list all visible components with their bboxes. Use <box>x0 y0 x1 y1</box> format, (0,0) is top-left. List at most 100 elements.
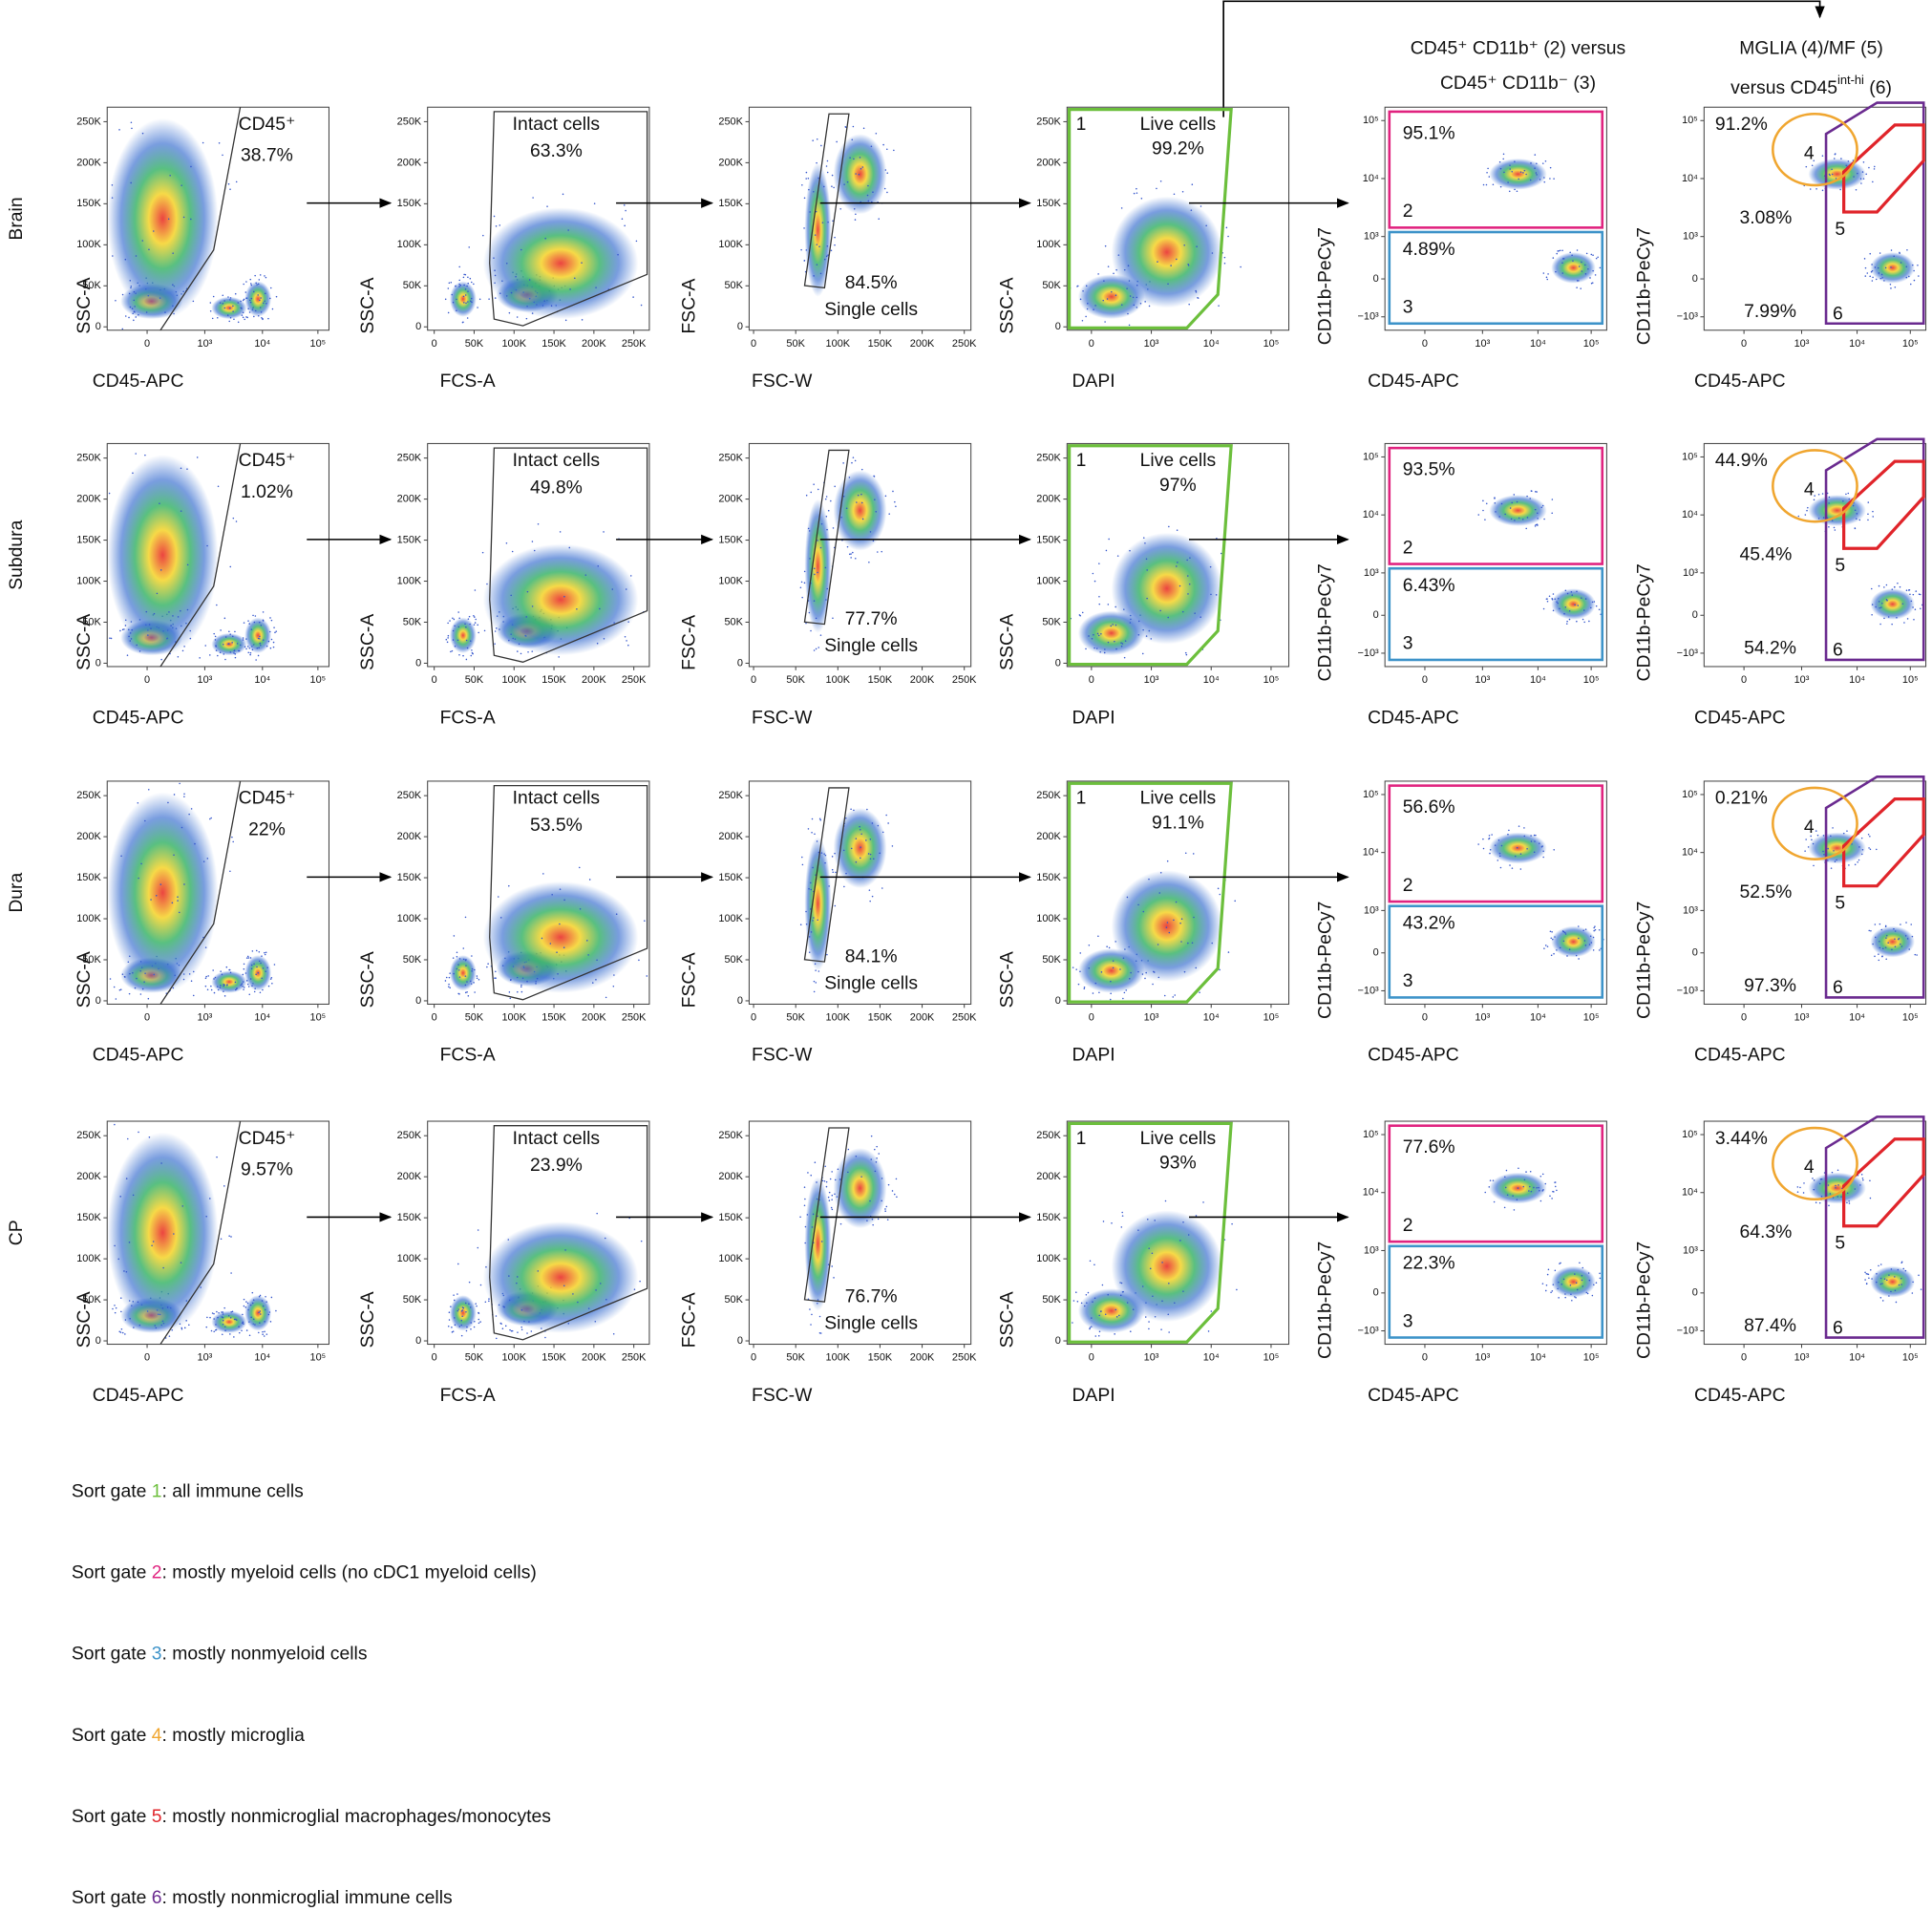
event-dot <box>886 1219 889 1221</box>
y-tick-label: 10⁵ <box>1363 115 1379 126</box>
event-dot <box>1137 620 1140 623</box>
event-dot <box>235 1319 238 1321</box>
legend-prefix: Sort gate <box>72 1644 147 1665</box>
event-dot <box>471 970 473 972</box>
event-dot <box>816 1181 817 1183</box>
event-dot <box>262 988 264 991</box>
gate-percent: 49.8% <box>530 477 583 498</box>
event-dot <box>478 1318 480 1321</box>
event-dot <box>237 321 240 324</box>
x-tick-label: 0 <box>432 1352 437 1364</box>
x-axis-label: DAPI <box>1072 371 1115 392</box>
event-dot <box>1828 173 1831 176</box>
event-dot <box>1911 1292 1914 1294</box>
event-dot <box>121 628 124 631</box>
event-dot <box>1872 943 1874 945</box>
y-tick-label: 10⁴ <box>1682 173 1698 184</box>
event-dot <box>499 224 501 226</box>
event-dot <box>596 959 598 962</box>
event-dot <box>1158 892 1161 894</box>
row-label: Subdura <box>6 520 27 589</box>
y-tick-label: 250K <box>397 1130 422 1141</box>
event-dot <box>1900 924 1901 925</box>
event-dot <box>222 303 224 305</box>
event-dot <box>247 651 250 654</box>
event-dot <box>827 1196 830 1199</box>
x-tick-label: 100K <box>501 1012 526 1024</box>
event-dot <box>881 887 883 889</box>
y-tick-label: 50K <box>82 954 101 966</box>
event-dot <box>1495 511 1497 513</box>
event-dot <box>1860 182 1862 184</box>
y-axis-label: SSC-A <box>357 1291 378 1348</box>
event-dot <box>220 970 222 972</box>
density-cloud <box>1111 532 1222 645</box>
event-dot <box>866 1220 868 1221</box>
event-dot <box>1598 928 1601 931</box>
event-dot <box>251 985 253 987</box>
event-dot <box>827 221 829 223</box>
event-dot <box>209 302 212 304</box>
event-dot <box>804 1198 806 1200</box>
x-tick-label: 150K <box>541 674 566 686</box>
y-axis-label: FSC-A <box>679 615 700 670</box>
event-dot <box>834 1178 837 1181</box>
event-dot <box>1828 525 1830 528</box>
event-dot <box>1582 609 1585 611</box>
event-dot <box>1827 847 1830 850</box>
event-dot <box>190 218 192 221</box>
y-axis-label: SSC-A <box>74 614 95 670</box>
plot-frame <box>1703 442 1927 668</box>
legend-number: 2 <box>152 1562 162 1583</box>
y-tick-label: 150K <box>718 872 743 883</box>
event-dot <box>1867 519 1869 521</box>
event-dot <box>1852 159 1855 161</box>
event-dot <box>1848 1202 1851 1204</box>
event-dot <box>205 1215 207 1218</box>
event-dot <box>1536 491 1538 493</box>
event-dot <box>243 1323 244 1325</box>
event-dot <box>855 860 858 863</box>
event-dot <box>871 1218 874 1221</box>
plot-frame <box>1384 1120 1607 1346</box>
y-tick-label: 50K <box>724 954 743 966</box>
density-cloud <box>804 499 832 633</box>
event-dot <box>229 316 232 319</box>
event-dot <box>478 978 480 981</box>
gate-5 <box>1842 797 1925 888</box>
event-dot <box>1815 830 1817 832</box>
event-dot <box>1174 1302 1176 1304</box>
event-dot <box>206 988 209 991</box>
event-dot <box>180 510 182 512</box>
event-dot <box>808 530 811 532</box>
event-dot <box>248 1334 251 1337</box>
event-dot <box>245 980 248 982</box>
gate-percent: 9.57% <box>241 1159 293 1180</box>
event-dot <box>803 582 806 584</box>
plot-frame <box>427 106 650 331</box>
event-dot <box>856 501 858 503</box>
event-dot <box>1901 603 1904 605</box>
event-dot <box>232 517 235 520</box>
event-dot <box>240 984 242 987</box>
event-dot <box>1859 178 1862 180</box>
event-dot <box>1822 835 1825 837</box>
event-dot <box>508 1275 510 1277</box>
event-dot <box>260 644 262 647</box>
y-axis-label: CD11b-PeCy7 <box>1314 563 1335 681</box>
event-dot <box>109 978 112 980</box>
event-dot <box>177 896 179 898</box>
event-dot <box>220 1238 223 1241</box>
event-dot <box>1522 1185 1525 1188</box>
x-tick-label: 0 <box>1089 338 1094 350</box>
event-dot <box>853 809 855 812</box>
event-dot <box>126 1137 129 1140</box>
event-dot <box>262 639 265 641</box>
event-dot <box>1093 580 1096 583</box>
event-dot <box>562 193 564 196</box>
event-dot <box>1805 839 1807 840</box>
event-dot <box>247 1308 249 1311</box>
event-dot <box>180 184 182 186</box>
event-dot <box>813 917 815 919</box>
event-dot <box>478 1311 479 1314</box>
